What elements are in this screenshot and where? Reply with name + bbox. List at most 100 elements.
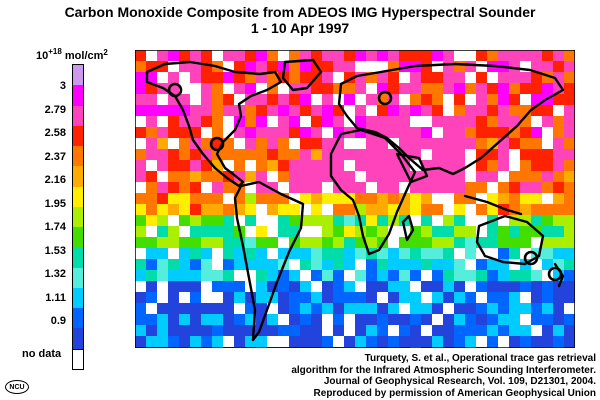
co-pixel	[135, 94, 146, 105]
co-pixel	[443, 149, 454, 160]
co-pixel	[421, 314, 432, 325]
co-pixel	[553, 171, 564, 182]
co-pixel	[278, 127, 289, 138]
co-pixel	[553, 314, 564, 325]
co-pixel	[190, 72, 201, 83]
co-pixel	[256, 237, 267, 248]
co-pixel	[564, 292, 575, 303]
co-pixel	[498, 149, 509, 160]
co-pixel	[300, 138, 311, 149]
co-pixel	[388, 50, 399, 61]
co-pixel	[157, 314, 168, 325]
co-pixel	[377, 204, 388, 215]
co-pixel	[355, 303, 366, 314]
co-pixel	[289, 160, 300, 171]
co-pixel	[311, 83, 322, 94]
co-pixel	[476, 259, 487, 270]
co-pixel	[157, 127, 168, 138]
co-pixel	[465, 61, 476, 72]
co-pixel	[223, 94, 234, 105]
co-pixel	[454, 94, 465, 105]
co-pixel	[531, 171, 542, 182]
co-pixel	[245, 193, 256, 204]
co-pixel	[443, 215, 454, 226]
co-pixel	[476, 160, 487, 171]
co-pixel	[443, 127, 454, 138]
co-pixel	[454, 226, 465, 237]
co-pixel	[410, 237, 421, 248]
legend-swatch	[73, 268, 83, 289]
co-pixel	[443, 325, 454, 336]
legend-swatch	[73, 288, 83, 309]
co-pixel	[553, 127, 564, 138]
co-pixel	[201, 204, 212, 215]
co-pixel	[333, 204, 344, 215]
co-pixel	[366, 303, 377, 314]
co-pixel	[487, 105, 498, 116]
co-pixel	[278, 116, 289, 127]
co-pixel	[487, 325, 498, 336]
co-pixel	[399, 50, 410, 61]
co-pixel	[542, 116, 553, 127]
co-pixel	[168, 314, 179, 325]
co-pixel	[355, 270, 366, 281]
map-title: Carbon Monoxide Composite from ADEOS IMG…	[0, 4, 600, 20]
co-pixel	[135, 259, 146, 270]
co-pixel	[234, 325, 245, 336]
co-pixel	[190, 226, 201, 237]
co-pixel	[179, 237, 190, 248]
co-pixel	[245, 204, 256, 215]
co-pixel	[564, 116, 575, 127]
co-pixel	[366, 336, 377, 347]
co-pixel	[399, 281, 410, 292]
co-pixel	[135, 193, 146, 204]
co-pixel	[333, 116, 344, 127]
co-pixel	[300, 61, 311, 72]
co-pixel	[399, 116, 410, 127]
co-pixel	[223, 105, 234, 116]
co-pixel	[289, 105, 300, 116]
co-pixel	[256, 259, 267, 270]
co-pixel	[223, 314, 234, 325]
co-pixel	[432, 270, 443, 281]
co-pixel	[289, 171, 300, 182]
co-pixel	[366, 50, 377, 61]
co-pixel	[212, 116, 223, 127]
co-pixel	[366, 204, 377, 215]
co-pixel	[366, 325, 377, 336]
co-pixel	[344, 259, 355, 270]
co-pixel	[267, 138, 278, 149]
co-pixel	[542, 248, 553, 259]
co-pixel	[553, 292, 564, 303]
co-pixel	[355, 325, 366, 336]
co-pixel	[245, 237, 256, 248]
co-pixel	[344, 204, 355, 215]
legend-swatch	[73, 247, 83, 268]
co-pixel	[289, 314, 300, 325]
co-pixel	[498, 182, 509, 193]
co-pixel	[520, 171, 531, 182]
co-pixel	[377, 171, 388, 182]
co-pixel	[344, 94, 355, 105]
co-pixel	[487, 160, 498, 171]
co-pixel	[421, 193, 432, 204]
co-pixel	[278, 171, 289, 182]
co-pixel	[333, 193, 344, 204]
co-pixel	[498, 127, 509, 138]
co-pixel	[135, 127, 146, 138]
co-pixel	[421, 94, 432, 105]
co-pixel	[564, 248, 575, 259]
co-pixel	[179, 259, 190, 270]
co-pixel	[542, 61, 553, 72]
co-pixel	[146, 270, 157, 281]
co-pixel	[520, 336, 531, 347]
co-pixel	[135, 105, 146, 116]
co-pixel	[520, 193, 531, 204]
co-pixel	[498, 72, 509, 83]
co-pixel	[520, 83, 531, 94]
co-pixel	[454, 314, 465, 325]
co-pixel	[168, 160, 179, 171]
co-pixel	[432, 325, 443, 336]
co-pixel	[190, 303, 201, 314]
co-pixel	[509, 94, 520, 105]
